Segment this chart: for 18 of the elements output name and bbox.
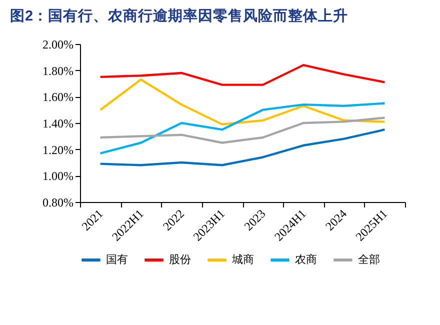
y-tick-label: 1.00% (42, 169, 74, 184)
legend-label: 国有 (106, 254, 128, 266)
legend-label: 股份 (169, 254, 191, 266)
y-tick-label: 2.00% (42, 38, 74, 52)
line-series (99, 78, 386, 126)
y-tick-label: 1.40% (42, 116, 74, 130)
y-tick-label: 1.60% (42, 90, 74, 104)
line-series (99, 64, 386, 86)
line-series (99, 116, 386, 144)
legend-label: 城商 (231, 253, 254, 266)
y-tick-label: 0.80% (42, 196, 74, 210)
chart-title: 图2：国有行、农商行逾期率因零售风险而整体上升 (10, 6, 348, 24)
legend-label: 全部 (358, 253, 380, 266)
legend-label: 农商 (295, 253, 317, 266)
line-series (99, 102, 386, 154)
y-tick-label: 1.80% (42, 64, 74, 78)
line-series (99, 128, 386, 166)
y-tick-label: 1.20% (42, 142, 74, 157)
